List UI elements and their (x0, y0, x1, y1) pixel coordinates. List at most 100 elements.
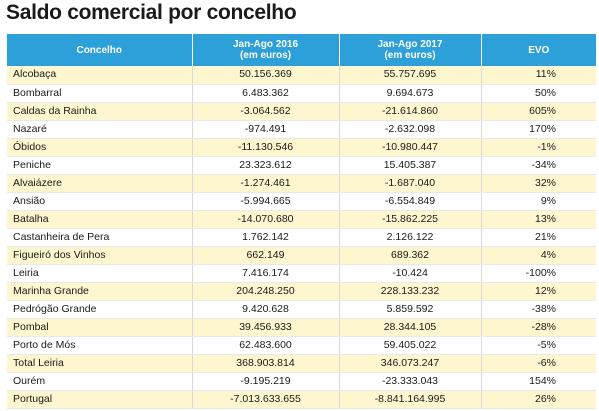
concelho-cell: Pombal (7, 318, 193, 337)
concelho-cell: Alvaiázere (7, 174, 193, 193)
concelho-cell: Total Leiria (7, 354, 193, 373)
header-2017-unit: (em euros) (384, 50, 436, 61)
value-2017-cell: 689.362 (339, 246, 482, 265)
evo-cell: 13% (481, 210, 596, 229)
header-2017: Jan-Ago 2017 (em euros) (339, 34, 482, 66)
table-row: Portugal -7.013.633.655 -8.841.164.995 26% (7, 390, 596, 409)
concelho-cell: Batalha (7, 210, 193, 229)
table-row: Pedrógão Grande 9.420.628 5.859.592 -38% (7, 300, 596, 319)
table-row: Peniche 23.323.612 15.405.387 -34% (7, 156, 596, 175)
value-2017-cell: -10.980.447 (339, 138, 482, 157)
table-row: Pombal 39.456.933 28.344.105 -28% (7, 318, 596, 337)
table-row: Ansião -5.994.665 -6.554.849 9% (7, 192, 596, 211)
value-2017-cell: -23.333.043 (339, 372, 482, 391)
table-row: Alcobaça 50.156.369 55.757.695 11% (7, 66, 596, 85)
value-2016-cell: -3.064.562 (192, 102, 340, 121)
page-title: Saldo comercial por concelho (6, 1, 297, 24)
value-2017-cell: 9.694.673 (339, 84, 482, 103)
table-body: Alcobaça 50.156.369 55.757.695 11% Bombarral… (7, 66, 596, 409)
concelho-cell: Caldas da Rainha (7, 102, 193, 121)
evo-cell: 21% (481, 228, 596, 247)
table-row: Ourém -9.195.219 -23.333.043 154% (7, 372, 596, 391)
concelho-cell: Pedrógão Grande (7, 300, 193, 319)
evo-cell: -28% (481, 318, 596, 337)
table-row: Leiria 7.416.174 -10.424 -100% (7, 264, 596, 283)
value-2016-cell: 23.323.612 (192, 156, 340, 175)
concelho-cell: Ourém (7, 372, 193, 391)
concelho-cell: Figueiró dos Vinhos (7, 246, 193, 265)
concelho-cell: Nazaré (7, 120, 193, 139)
value-2017-cell: 15.405.387 (339, 156, 482, 175)
value-2016-cell: 50.156.369 (192, 66, 340, 85)
value-2017-cell: -6.554.849 (339, 192, 482, 211)
value-2017-cell: -15.862.225 (339, 210, 482, 229)
value-2016-cell: 7.416.174 (192, 264, 340, 283)
concelho-cell: Leiria (7, 264, 193, 283)
header-2016: Jan-Ago 2016 (em euros) (192, 34, 340, 66)
table-row: Castanheira de Pera 1.762.142 2.126.122 21% (7, 228, 596, 247)
value-2016-cell: 39.456.933 (192, 318, 340, 337)
header-concelho: Concelho (7, 34, 193, 66)
concelho-cell: Portugal (7, 390, 193, 409)
evo-cell: -38% (481, 300, 596, 319)
evo-cell: -1% (481, 138, 596, 157)
evo-cell: -100% (481, 264, 596, 283)
concelho-cell: Ansião (7, 192, 193, 211)
concelho-cell: Castanheira de Pera (7, 228, 193, 247)
evo-cell: -6% (481, 354, 596, 373)
value-2016-cell: -974.491 (192, 120, 340, 139)
value-2016-cell: -5.994.665 (192, 192, 340, 211)
value-2016-cell: -11.130.546 (192, 138, 340, 157)
concelho-cell: Porto de Mós (7, 336, 193, 355)
value-2016-cell: 368.903.814 (192, 354, 340, 373)
value-2016-cell: -9.195.219 (192, 372, 340, 391)
evo-cell: 50% (481, 84, 596, 103)
trade-balance-table-container: Concelho Jan-Ago 2016 (em euros) Jan-Ago… (7, 34, 596, 409)
table-row: Bombarral 6.483.362 9.694.673 50% (7, 84, 596, 103)
header-2017-period: Jan-Ago 2017 (377, 39, 443, 50)
evo-cell: -34% (481, 156, 596, 175)
value-2017-cell: 5.859.592 (339, 300, 482, 319)
value-2017-cell: -2.632.098 (339, 120, 482, 139)
value-2016-cell: -14.070.680 (192, 210, 340, 229)
table-row: Batalha -14.070.680 -15.862.225 13% (7, 210, 596, 229)
evo-cell: 12% (481, 282, 596, 301)
value-2016-cell: -7.013.633.655 (192, 390, 340, 409)
header-2016-unit: (em euros) (239, 50, 292, 61)
evo-cell: 26% (481, 390, 596, 409)
evo-cell: 170% (481, 120, 596, 139)
evo-cell: 11% (481, 66, 596, 85)
evo-cell: 605% (481, 102, 596, 121)
concelho-cell: Peniche (7, 156, 193, 175)
table-row: Marinha Grande 204.248.250 228.133.232 12% (7, 282, 596, 301)
value-2017-cell: 228.133.232 (339, 282, 482, 301)
evo-cell: -5% (481, 336, 596, 355)
table-row: Óbidos -11.130.546 -10.980.447 -1% (7, 138, 596, 157)
value-2017-cell: -8.841.164.995 (339, 390, 482, 409)
evo-cell: 4% (481, 246, 596, 265)
header-2016-period: Jan-Ago 2016 (232, 39, 299, 50)
table-row: Nazaré -974.491 -2.632.098 170% (7, 120, 596, 139)
concelho-cell: Óbidos (7, 138, 193, 157)
value-2017-cell: 28.344.105 (339, 318, 482, 337)
value-2016-cell: 1.762.142 (192, 228, 340, 247)
value-2017-cell: -1.687.040 (339, 174, 482, 193)
concelho-cell: Bombarral (7, 84, 193, 103)
evo-cell: 9% (481, 192, 596, 211)
concelho-cell: Marinha Grande (7, 282, 193, 301)
trade-balance-table: Concelho Jan-Ago 2016 (em euros) Jan-Ago… (7, 34, 596, 409)
value-2016-cell: 9.420.628 (192, 300, 340, 319)
value-2017-cell: 59.405.022 (339, 336, 482, 355)
value-2016-cell: 204.248.250 (192, 282, 340, 301)
value-2017-cell: 346.073.247 (339, 354, 482, 373)
table-row: Porto de Mós 62.483.600 59.405.022 -5% (7, 336, 596, 355)
value-2017-cell: 2.126.122 (339, 228, 482, 247)
value-2016-cell: 6.483.362 (192, 84, 340, 103)
table-row: Total Leiria 368.903.814 346.073.247 -6% (7, 354, 596, 373)
evo-cell: 154% (481, 372, 596, 391)
table-row: Alvaiázere -1.274.461 -1.687.040 32% (7, 174, 596, 193)
evo-cell: 32% (481, 174, 596, 193)
value-2017-cell: -21.614.860 (339, 102, 482, 121)
value-2016-cell: 62.483.600 (192, 336, 340, 355)
header-evo: EVO (528, 44, 550, 56)
